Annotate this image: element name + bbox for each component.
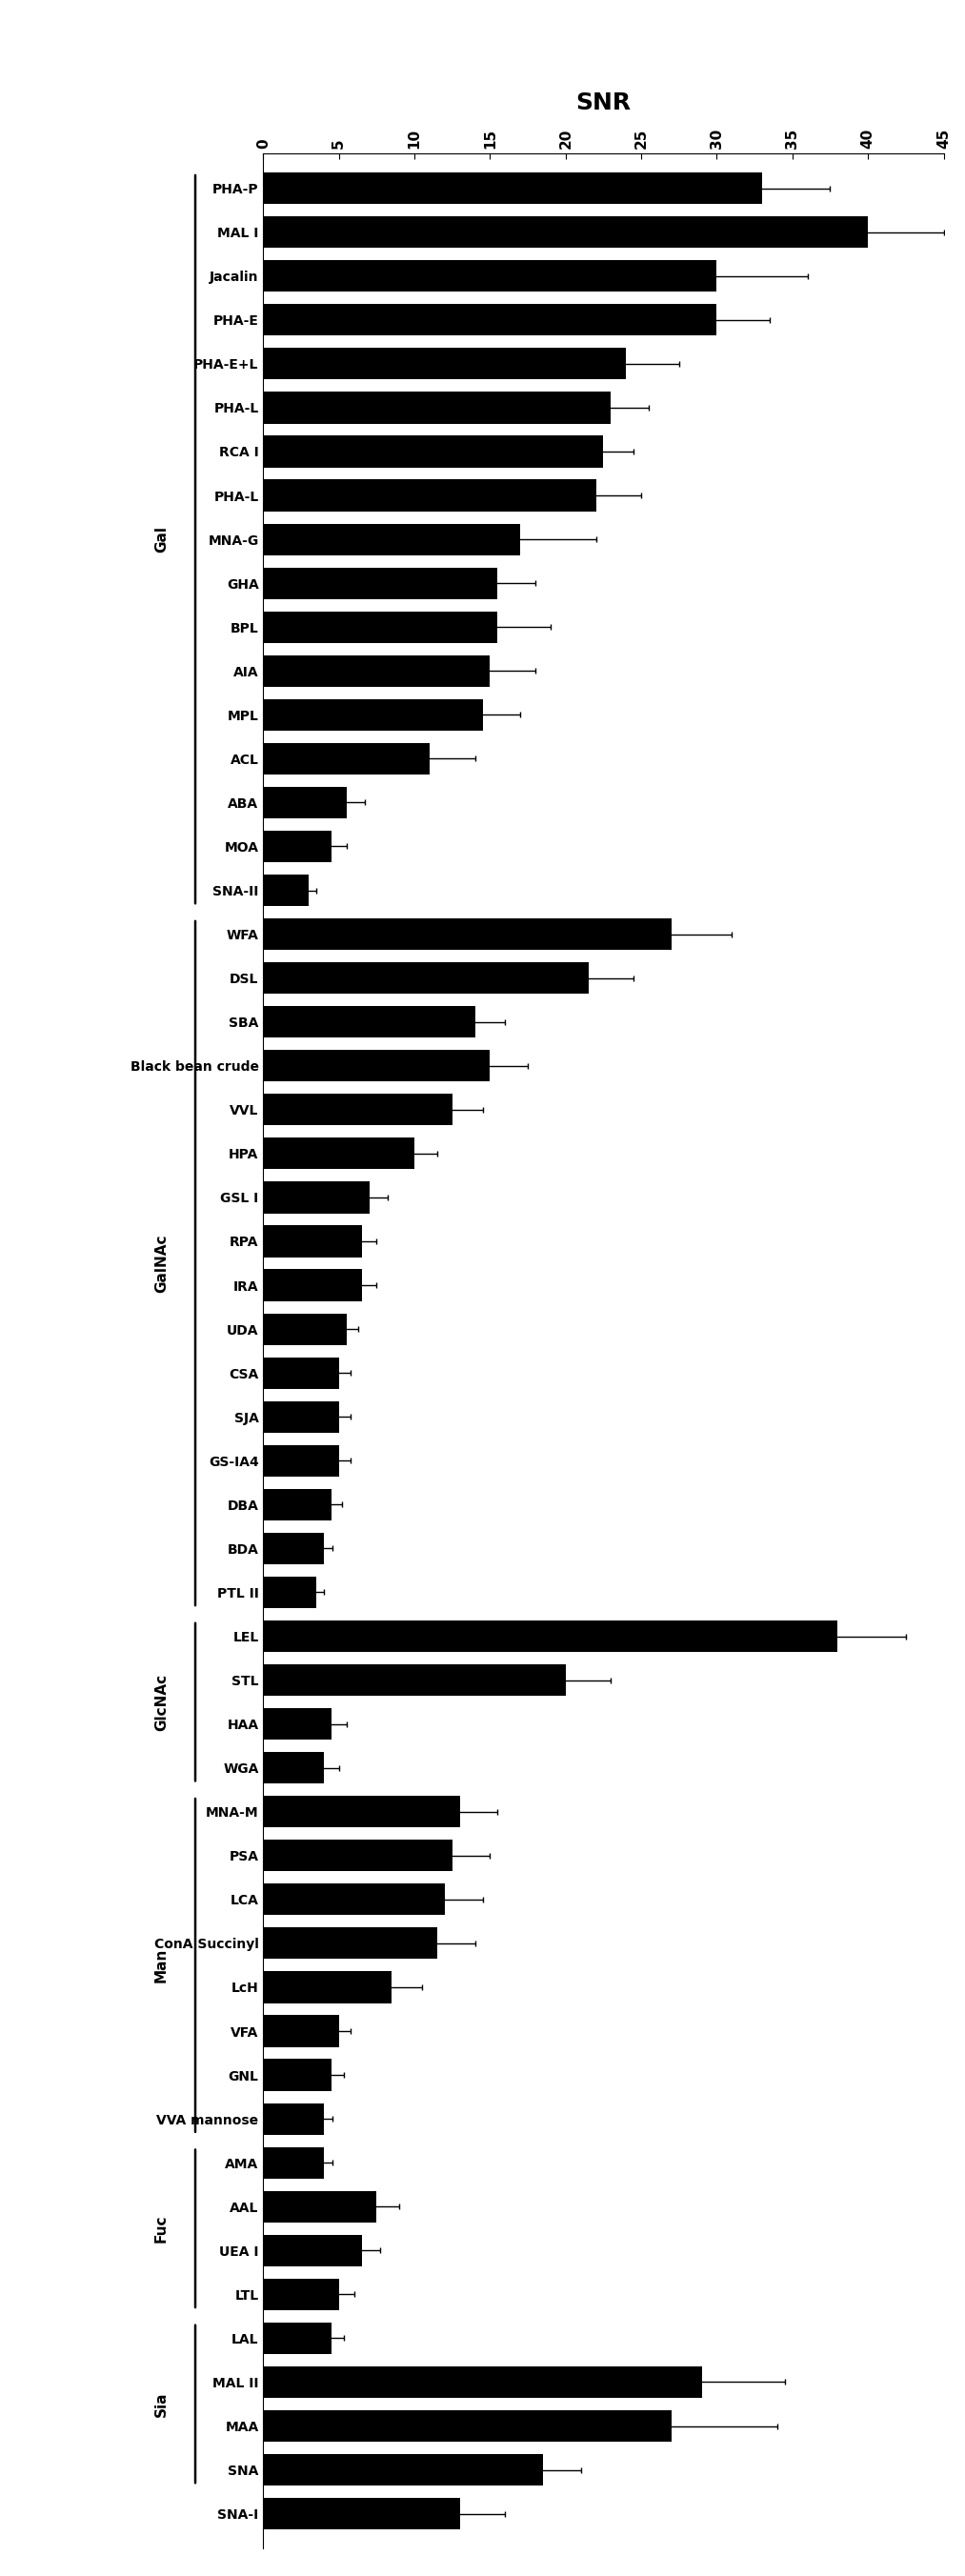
Bar (263, 742, 429, 775)
Bar (263, 1358, 339, 1388)
Bar (263, 2367, 702, 2398)
Bar (263, 348, 626, 379)
Bar (263, 567, 498, 600)
Bar (263, 216, 868, 247)
Bar (263, 304, 717, 335)
Text: Gal: Gal (154, 526, 169, 554)
Bar (263, 654, 490, 688)
Text: Sia: Sia (154, 2391, 169, 2416)
Bar (263, 2455, 543, 2486)
Bar (263, 2233, 362, 2267)
Bar (263, 2102, 324, 2136)
Text: GalNAc: GalNAc (154, 1234, 169, 1293)
Title: SNR: SNR (576, 93, 631, 113)
Bar (263, 1445, 339, 1476)
Bar (263, 1839, 453, 1870)
Text: Fuc: Fuc (154, 2215, 169, 2244)
Bar (263, 786, 346, 819)
Bar (263, 873, 309, 907)
Bar (263, 1752, 324, 1783)
Bar (263, 2146, 324, 2179)
Bar (263, 2280, 339, 2311)
Bar (263, 479, 595, 510)
Bar (263, 1577, 317, 1607)
Bar (263, 523, 520, 554)
Bar (263, 1708, 331, 1739)
Text: GlcNAc: GlcNAc (154, 1674, 169, 1731)
Bar (263, 1314, 346, 1345)
Bar (263, 1270, 362, 1301)
Bar (263, 392, 611, 422)
Bar (263, 1533, 324, 1564)
Bar (263, 1139, 415, 1170)
Bar (263, 1051, 490, 1082)
Bar (263, 1927, 437, 1960)
Bar (263, 435, 603, 466)
Bar (263, 2058, 331, 2092)
Text: Man: Man (154, 1947, 169, 1984)
Bar (263, 2014, 339, 2048)
Bar (263, 173, 762, 204)
Bar (263, 1489, 331, 1520)
Bar (263, 1401, 339, 1432)
Bar (263, 1664, 565, 1695)
Bar (263, 1007, 475, 1038)
Bar (263, 829, 331, 863)
Bar (263, 2411, 672, 2442)
Bar (263, 1620, 838, 1651)
Bar (263, 1226, 362, 1257)
Bar (263, 920, 672, 951)
Bar (263, 1883, 445, 1917)
Bar (263, 2324, 331, 2354)
Bar (263, 698, 482, 732)
Bar (263, 2190, 376, 2223)
Bar (263, 1971, 392, 2004)
Bar (263, 611, 498, 644)
Bar (263, 963, 589, 994)
Bar (263, 1095, 453, 1126)
Bar (263, 2499, 460, 2530)
Bar (263, 1182, 370, 1213)
Bar (263, 260, 717, 291)
Bar (263, 1795, 460, 1826)
